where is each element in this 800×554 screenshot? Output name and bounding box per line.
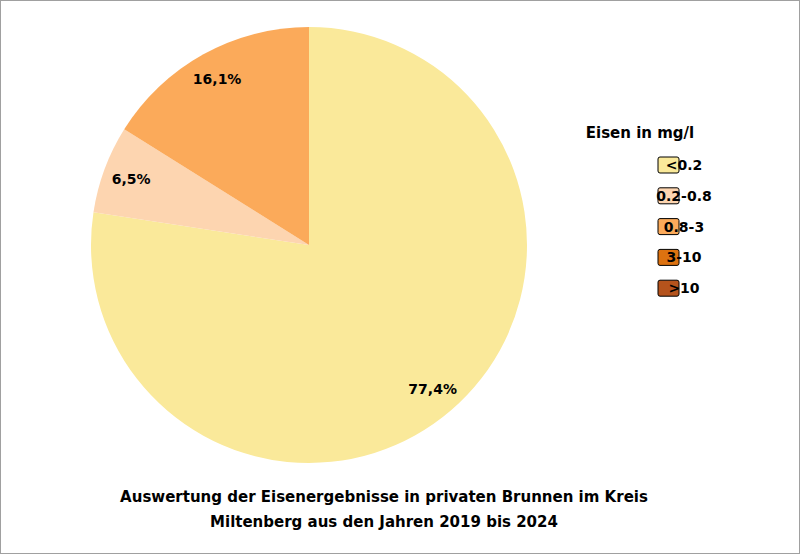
svg-text:3-10: 3-10 xyxy=(666,249,701,265)
svg-text:77,4%: 77,4% xyxy=(408,381,457,397)
svg-text:0.2-0.8: 0.2-0.8 xyxy=(656,188,711,204)
svg-text:<0.2: <0.2 xyxy=(666,157,703,173)
svg-text:16,1%: 16,1% xyxy=(193,71,242,87)
svg-text:Auswertung der Eisenergebnisse: Auswertung der Eisenergebnisse in privat… xyxy=(120,488,648,531)
svg-text:0.8-3: 0.8-3 xyxy=(664,219,704,235)
svg-text:Eisen in mg/l: Eisen in mg/l xyxy=(586,124,694,142)
svg-text:>10: >10 xyxy=(668,280,699,296)
svg-text:6,5%: 6,5% xyxy=(112,171,151,187)
